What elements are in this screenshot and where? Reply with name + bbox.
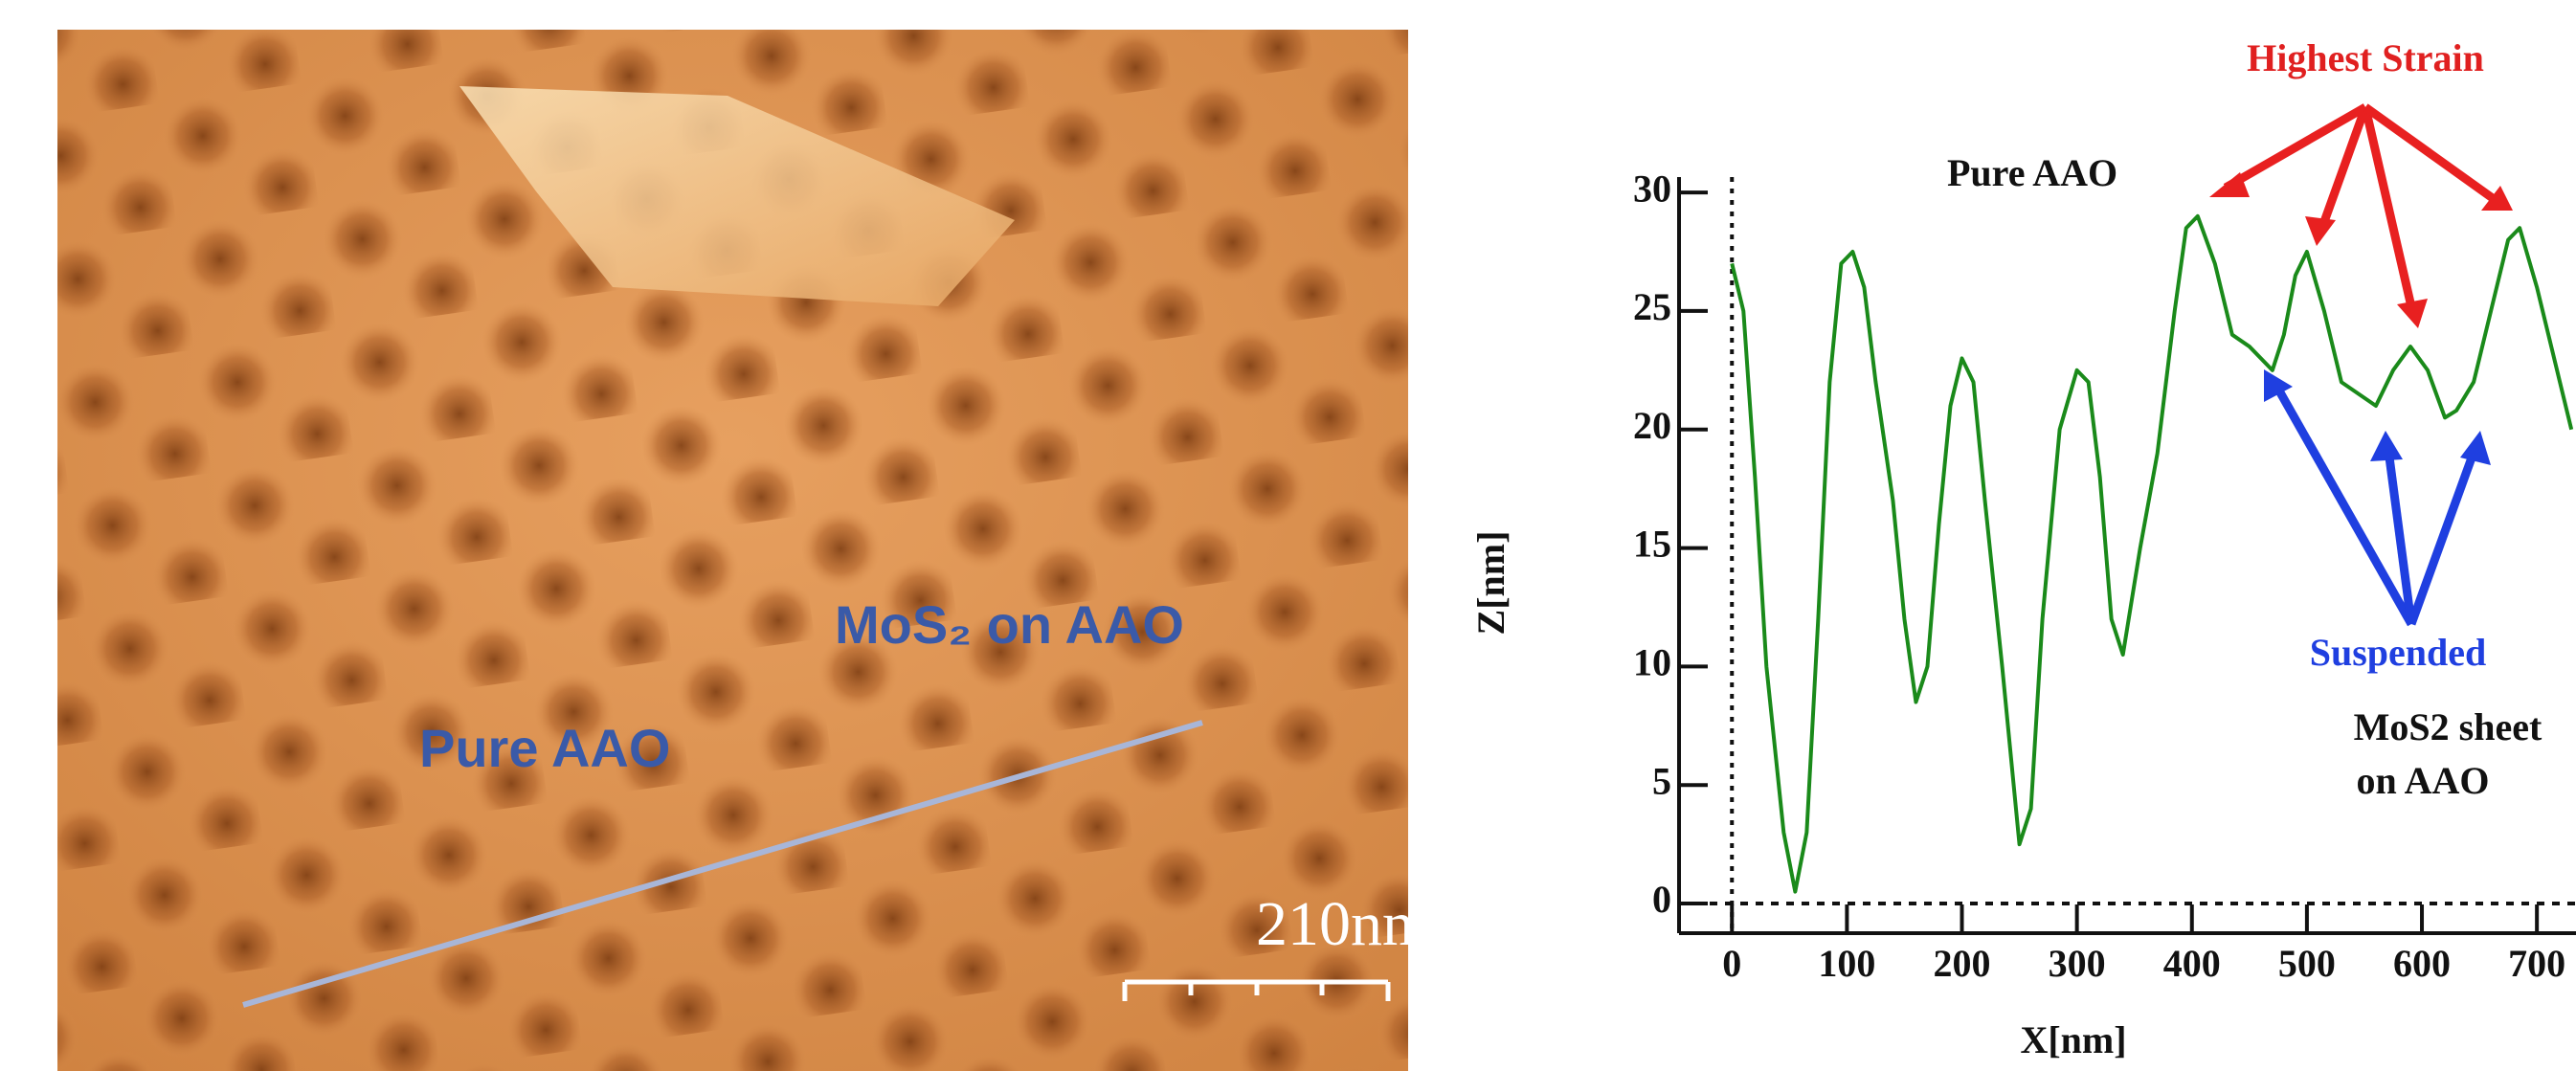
annotation: MoS2 sheet	[2354, 705, 2542, 748]
annotation: Suspended	[2310, 631, 2487, 674]
y-tick-label: 20	[1633, 404, 1671, 447]
x-tick-label: 200	[1934, 942, 1991, 985]
y-tick-label: 15	[1633, 523, 1671, 566]
region-label: Pure AAO	[419, 718, 670, 778]
x-axis-label: X[nm]	[2020, 1018, 2126, 1061]
strain-arrows	[2226, 107, 2497, 311]
y-tick-label: 10	[1633, 641, 1671, 684]
y-axis-label: Z[nm]	[1469, 531, 1512, 636]
x-tick-label: 0	[1722, 942, 1741, 985]
page: {"afm_image": {"labels": ["Pure AAO", "M…	[0, 0, 2576, 1071]
figure: Pure AAO MoS₂ on AAO 210nm Pure AAO High…	[0, 0, 2576, 1071]
profile-chart: Pure AAO Highest Strain Suspended MoS2 s…	[1469, 36, 2576, 1061]
y-tick-label: 30	[1633, 167, 1671, 210]
x-tick-label: 100	[1818, 942, 1875, 985]
scale-bar-label: 210nm	[1256, 889, 1431, 959]
region-label: MoS₂ on AAO	[835, 594, 1184, 655]
annotation: on AAO	[2357, 759, 2490, 802]
y-tick-label: 0	[1652, 878, 1671, 921]
y-tick-label: 5	[1652, 759, 1671, 802]
strain-arrowheads	[2209, 172, 2513, 328]
x-tick-label: 700	[2508, 942, 2565, 985]
annotation: Pure AAO	[1947, 151, 2117, 194]
x-tick-label: 600	[2393, 942, 2451, 985]
afm-image: Pure AAO MoS₂ on AAO 210nm	[57, 30, 1431, 1071]
x-tick-label: 400	[2163, 942, 2221, 985]
x-tick-label: 300	[2049, 942, 2106, 985]
suspended-arrows	[2276, 386, 2475, 624]
y-tick-label: 25	[1633, 285, 1671, 328]
annotation: Highest Strain	[2247, 36, 2484, 79]
x-tick-label: 500	[2278, 942, 2336, 985]
